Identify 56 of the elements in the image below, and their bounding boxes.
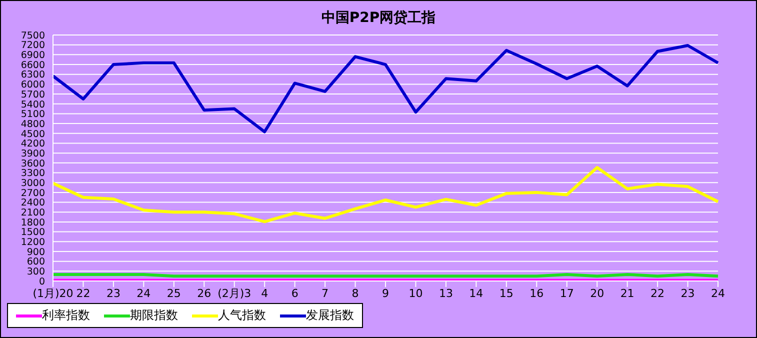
x-tick-label: 4: [261, 286, 268, 300]
legend-label: 利率指数: [42, 307, 90, 324]
x-tick-label: 7: [322, 286, 329, 300]
y-tick-label: 6000: [20, 80, 45, 91]
y-tick-label: 6300: [20, 70, 45, 81]
x-tick-label: 6: [291, 286, 298, 300]
y-tick-label: 5700: [20, 89, 45, 100]
y-tick-label: 6900: [20, 50, 45, 62]
y-tick-label: 4800: [20, 118, 45, 130]
x-tick-label: 21: [620, 286, 634, 300]
x-tick-label: 9: [382, 286, 389, 300]
x-tick-label: 24: [711, 286, 725, 300]
x-tick-label: 25: [166, 286, 181, 300]
legend-label: 期限指数: [130, 307, 178, 324]
y-tick-label: 1200: [20, 237, 45, 248]
x-tick-label: 24: [136, 286, 151, 300]
x-tick-label: 23: [106, 286, 120, 300]
y-tick-label: 0: [38, 276, 45, 288]
x-tick-label: 26: [197, 286, 212, 300]
y-tick-label: 3900: [20, 148, 45, 160]
y-tick-label: 7200: [20, 40, 45, 52]
x-tick-label: 8: [352, 286, 359, 300]
y-tick-label: 4200: [20, 138, 45, 150]
y-tick-label: 3300: [20, 168, 45, 180]
y-tick-label: 5400: [20, 99, 45, 110]
y-tick-label: 3000: [20, 178, 45, 189]
y-tick-label: 600: [26, 256, 45, 268]
legend-label: 发展指数: [306, 307, 354, 324]
x-tick-label: 10: [408, 286, 423, 300]
x-tick-label: 22: [650, 286, 665, 300]
chart-title: 中国P2P网贷工指: [320, 9, 437, 27]
x-tick-label: (1月)20: [32, 286, 74, 300]
y-tick-label: 2700: [20, 188, 45, 199]
y-tick-label: 900: [26, 246, 45, 258]
y-tick-label: 5100: [20, 109, 45, 120]
x-tick-label: (2月)3: [218, 286, 252, 300]
x-tick-label: 15: [499, 286, 514, 300]
x-tick-label: 22: [76, 286, 90, 300]
y-tick-label: 1800: [20, 217, 45, 228]
line-series: [52, 166, 720, 224]
x-tick-label: 23: [680, 286, 695, 300]
y-tick-label: 6600: [20, 60, 45, 71]
line-series: [52, 44, 720, 134]
y-tick-label: 3600: [20, 158, 45, 170]
y-tick-label: 1500: [20, 227, 45, 238]
x-tick-label: 14: [469, 286, 484, 300]
legend-label: 人气指数: [218, 307, 266, 324]
y-tick-label: 7500: [20, 30, 45, 42]
y-tick-label: 4500: [20, 128, 45, 140]
x-tick-label: 13: [438, 286, 453, 300]
x-tick-label: 20: [590, 286, 604, 300]
y-tick-label: 2100: [20, 207, 45, 218]
x-tick-label: 16: [530, 286, 544, 300]
y-tick-label: 300: [26, 266, 45, 278]
y-tick-label: 2400: [20, 198, 45, 209]
x-tick-label: 17: [560, 286, 574, 300]
